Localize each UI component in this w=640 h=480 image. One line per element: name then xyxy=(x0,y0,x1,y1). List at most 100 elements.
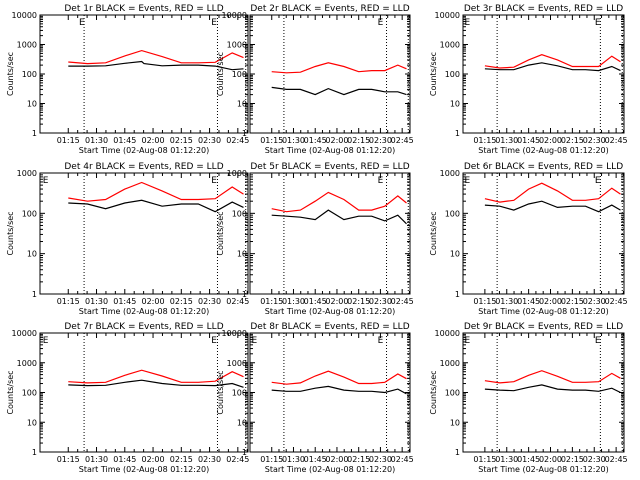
x-tick-label: 01:15 xyxy=(473,297,496,306)
x-tick-label: 02:00 xyxy=(539,136,562,145)
x-tick-label: 02:15 xyxy=(170,455,193,464)
y-axis-label: Counts/sec xyxy=(429,211,438,255)
y-tick-label: 1000 xyxy=(440,359,460,368)
x-tick-label: 01:15 xyxy=(260,455,283,464)
x-tick-label: 01:30 xyxy=(495,136,518,145)
events-series-line xyxy=(484,62,621,72)
event-marker-label: E xyxy=(595,18,601,28)
y-tick-label: 1 xyxy=(455,290,460,299)
x-tick-label: 02:45 xyxy=(605,136,628,145)
x-tick-label: 02:00 xyxy=(142,297,165,306)
panel-det-3: Det 3r BLACK = Events, RED = LLD 1 10 100 10… xyxy=(429,4,628,155)
x-tick-label: 02:15 xyxy=(347,136,370,145)
event-marker-label: E xyxy=(378,18,384,28)
y-axis-label: Counts/sec xyxy=(429,52,438,96)
y-tick-label: 10 xyxy=(450,100,460,109)
x-tick-label: 02:45 xyxy=(226,136,249,145)
x-tick-label: 02:15 xyxy=(347,297,370,306)
x-tick-label: 02:15 xyxy=(347,455,370,464)
x-tick-label: 01:15 xyxy=(57,136,80,145)
y-axis-label: Counts/sec xyxy=(6,52,15,96)
x-tick-label: 01:30 xyxy=(282,136,305,145)
lld-series-line xyxy=(271,370,407,385)
x-axis-label: Start Time (02-Aug-08 01:12:20) xyxy=(265,465,396,474)
panel-title: Det 5r BLACK = Events, RED = LLD xyxy=(250,162,409,172)
x-tick-label: 01:45 xyxy=(304,455,327,464)
x-tick-label: 02:45 xyxy=(605,297,628,306)
panel-title: Det 7r BLACK = Events, RED = LLD xyxy=(64,322,223,332)
event-marker-label: E xyxy=(465,336,471,346)
panel-title: Det 4r BLACK = Events, RED = LLD xyxy=(64,162,223,172)
x-tick-label: 01:30 xyxy=(282,297,305,306)
x-tick-label: 01:45 xyxy=(304,297,327,306)
lld-series-line xyxy=(484,54,621,69)
panel-det-9: Det 9r BLACK = Events, RED = LLD 1 10 100 10… xyxy=(429,322,628,474)
plot-frame xyxy=(462,172,625,295)
x-tick-label: 01:45 xyxy=(113,136,136,145)
x-axis-label: Start Time (02-Aug-08 01:12:20) xyxy=(478,146,609,155)
x-tick-label: 02:30 xyxy=(369,455,392,464)
x-axis-label: Start Time (02-Aug-08 01:12:20) xyxy=(478,465,609,474)
x-tick-label: 01:15 xyxy=(473,136,496,145)
x-tick-label: 02:30 xyxy=(583,297,606,306)
panel-det-2: Det 2r BLACK = Events, RED = LLD 1 10 100 10… xyxy=(216,4,414,155)
y-axis-label: Counts/sec xyxy=(216,370,225,414)
y-tick-label: 1 xyxy=(32,448,37,457)
event-marker-label: E xyxy=(43,176,49,186)
x-tick-label: 02:00 xyxy=(539,455,562,464)
y-axis-label: Counts/sec xyxy=(216,211,225,255)
events-series-line xyxy=(68,379,244,388)
y-tick-label: 1000 xyxy=(440,41,460,50)
x-tick-label: 02:30 xyxy=(198,297,221,306)
events-series-line xyxy=(271,385,407,395)
x-tick-label: 02:00 xyxy=(325,136,348,145)
events-series-line xyxy=(68,60,244,71)
y-tick-label: 1 xyxy=(242,129,247,138)
y-tick-label: 1 xyxy=(32,290,37,299)
y-tick-label: 100 xyxy=(232,389,247,398)
event-marker-label: E xyxy=(79,18,85,28)
y-axis-label: Counts/sec xyxy=(6,211,15,255)
x-tick-label: 02:15 xyxy=(561,297,584,306)
y-tick-label: 1000 xyxy=(17,41,37,50)
events-series-line xyxy=(484,384,621,394)
y-tick-label: 10 xyxy=(237,250,247,259)
panel-det-4: Det 4r BLACK = Events, RED = LLD11010010… xyxy=(6,162,249,316)
y-tick-label: 100 xyxy=(445,70,460,79)
x-tick-label: 02:45 xyxy=(605,455,628,464)
x-tick-label: 02:15 xyxy=(170,297,193,306)
y-tick-label: 10 xyxy=(450,250,460,259)
plot-frame xyxy=(249,14,411,134)
x-tick-label: 02:45 xyxy=(226,297,249,306)
x-tick-label: 01:45 xyxy=(517,297,540,306)
y-axis-label: Counts/sec xyxy=(429,370,438,414)
x-axis-label: Start Time (02-Aug-08 01:12:20) xyxy=(79,146,210,155)
y-tick-label: 10 xyxy=(27,250,37,259)
events-series-line xyxy=(271,86,407,96)
x-tick-label: 02:30 xyxy=(369,136,392,145)
x-axis-label: Start Time (02-Aug-08 01:12:20) xyxy=(79,307,210,316)
x-tick-label: 01:45 xyxy=(517,136,540,145)
x-tick-label: 02:00 xyxy=(325,455,348,464)
y-tick-label: 10 xyxy=(237,418,247,427)
x-tick-label: 02:00 xyxy=(539,297,562,306)
y-tick-label: 10000 xyxy=(222,11,247,20)
x-tick-label: 01:30 xyxy=(85,297,108,306)
panel-det-1: Det 1r BLACK = Events, RED = LLD11010010… xyxy=(6,4,249,155)
x-tick-label: 02:15 xyxy=(561,136,584,145)
plot-frame xyxy=(462,332,625,453)
y-tick-label: 10000 xyxy=(435,329,460,338)
x-tick-label: 02:15 xyxy=(561,455,584,464)
panel-det-6: Det 6r BLACK = Events, RED = LLD 1 10 100 10… xyxy=(429,162,628,316)
x-tick-label: 01:30 xyxy=(85,455,108,464)
y-tick-label: 10000 xyxy=(12,11,37,20)
y-tick-label: 10 xyxy=(27,418,37,427)
lld-series-line xyxy=(68,369,244,384)
y-tick-label: 100 xyxy=(445,209,460,218)
y-tick-label: 1 xyxy=(242,290,247,299)
y-tick-label: 100 xyxy=(22,209,37,218)
x-tick-label: 01:45 xyxy=(517,455,540,464)
event-marker-label: E xyxy=(211,18,217,28)
x-tick-label: 01:30 xyxy=(282,455,305,464)
